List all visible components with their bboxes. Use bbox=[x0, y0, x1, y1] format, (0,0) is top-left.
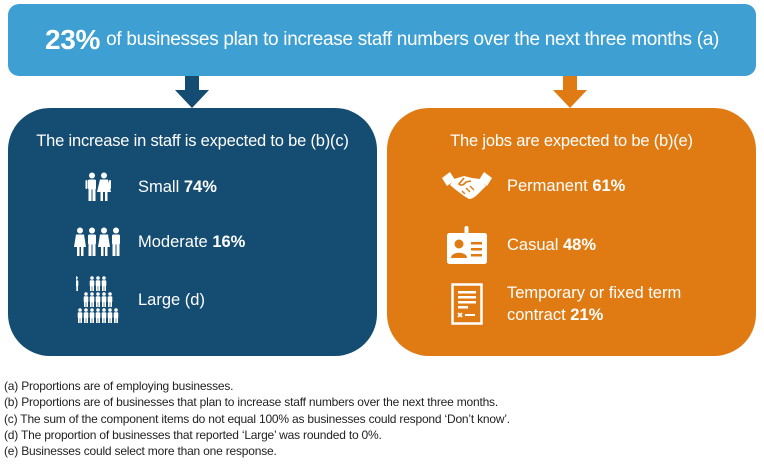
footnote-e: (e) Businesses could select more than on… bbox=[4, 444, 277, 459]
handshake-icon bbox=[439, 172, 495, 200]
list-item: Moderate 16% bbox=[70, 227, 245, 257]
headline-banner: 23% of businesses plan to increase staff… bbox=[8, 4, 756, 76]
item-label: Permanent 61% bbox=[507, 177, 626, 195]
panel-title: The jobs are expected to be (b)(e) bbox=[450, 132, 693, 150]
four-people-icon bbox=[70, 227, 126, 257]
headline-value: 23% bbox=[44, 24, 101, 55]
item-label: Casual 48% bbox=[507, 236, 596, 254]
panel-title: The increase in staff is expected to be … bbox=[36, 132, 349, 150]
item-label: Temporary or fixed term contract 21% bbox=[507, 284, 682, 324]
item-label: Moderate 16% bbox=[138, 233, 246, 251]
list-item: Casual 48% bbox=[439, 226, 596, 264]
list-item: Permanent 61% bbox=[439, 172, 625, 200]
list-item: Temporary or fixed term contract 21% bbox=[439, 282, 681, 326]
crowd-icon bbox=[70, 276, 126, 324]
down-arrow-icon bbox=[553, 76, 587, 108]
item-label: Small 74% bbox=[138, 178, 217, 196]
list-item: Small 74% bbox=[70, 172, 217, 202]
footnote-a: (a) Proportions are of employing busines… bbox=[4, 379, 234, 393]
item-label: Large (d) bbox=[138, 291, 205, 309]
headline-text: of businesses plan to increase staff num… bbox=[106, 29, 720, 50]
footnote-c: (c) The sum of the component items do no… bbox=[4, 411, 510, 426]
down-arrow-icon bbox=[175, 76, 209, 108]
footnote-b: (b) Proportions are of businesses that p… bbox=[4, 395, 498, 410]
contract-document-icon bbox=[439, 283, 495, 325]
id-badge-icon bbox=[439, 226, 495, 264]
job-type-panel: The jobs are expected to be (b)(e) Perma… bbox=[387, 108, 756, 356]
footnote-d: (d) The proportion of businesses that re… bbox=[4, 427, 382, 442]
staff-increase-panel: The increase in staff is expected to be … bbox=[8, 108, 377, 356]
list-item: Large (d) bbox=[70, 276, 205, 324]
two-people-icon bbox=[70, 172, 126, 202]
footnotes: (a) Proportions are of employing busines… bbox=[4, 378, 510, 459]
